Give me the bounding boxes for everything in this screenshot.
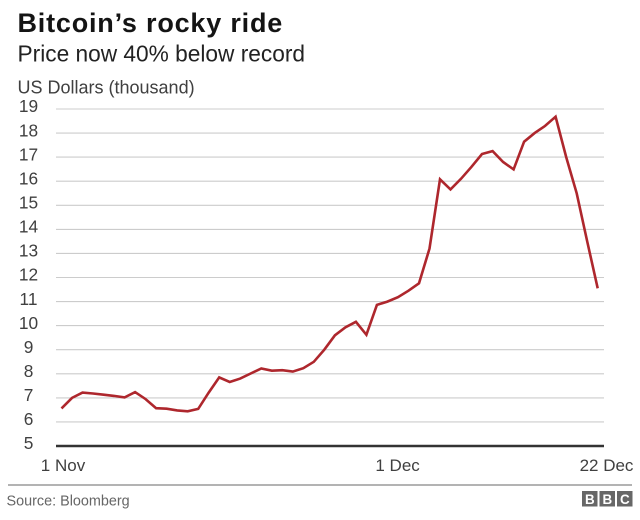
svg-text:11: 11 bbox=[20, 289, 38, 309]
svg-text:1 Nov: 1 Nov bbox=[41, 456, 86, 475]
svg-text:22 Dec: 22 Dec bbox=[580, 456, 634, 475]
svg-text:C: C bbox=[620, 492, 630, 507]
svg-text:B: B bbox=[602, 492, 612, 507]
svg-text:Bitcoin’s rocky ride: Bitcoin’s rocky ride bbox=[18, 8, 284, 38]
svg-text:US Dollars (thousand): US Dollars (thousand) bbox=[18, 78, 195, 98]
svg-text:Price now 40% below record: Price now 40% below record bbox=[18, 40, 306, 66]
svg-text:14: 14 bbox=[19, 217, 39, 237]
svg-text:B: B bbox=[585, 492, 595, 507]
svg-text:18: 18 bbox=[19, 120, 38, 140]
svg-text:7: 7 bbox=[24, 385, 34, 405]
svg-text:8: 8 bbox=[24, 361, 34, 381]
svg-text:12: 12 bbox=[19, 265, 38, 285]
svg-text:10: 10 bbox=[19, 313, 38, 333]
svg-text:13: 13 bbox=[19, 241, 38, 261]
svg-text:1 Dec: 1 Dec bbox=[375, 456, 420, 475]
svg-text:19: 19 bbox=[19, 96, 38, 116]
svg-text:15: 15 bbox=[19, 193, 38, 213]
svg-text:5: 5 bbox=[24, 433, 34, 453]
svg-text:17: 17 bbox=[19, 144, 38, 164]
svg-text:Source: Bloomberg: Source: Bloomberg bbox=[7, 494, 130, 510]
svg-text:9: 9 bbox=[24, 337, 34, 357]
svg-text:16: 16 bbox=[19, 168, 38, 188]
svg-text:6: 6 bbox=[24, 409, 34, 429]
